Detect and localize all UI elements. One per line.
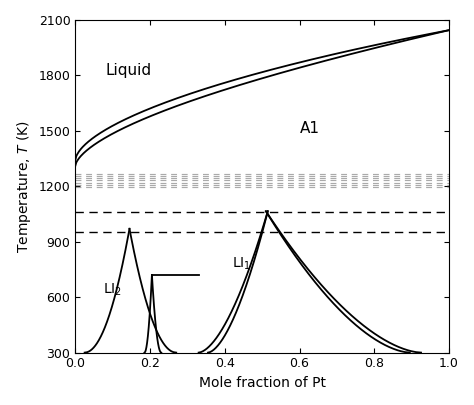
Y-axis label: Temperature, $T$ (K): Temperature, $T$ (K) — [15, 120, 33, 253]
Text: A1: A1 — [300, 121, 319, 136]
X-axis label: Mole fraction of Pt: Mole fraction of Pt — [199, 376, 326, 390]
Text: LI$_2$: LI$_2$ — [103, 281, 122, 298]
Text: LI$_1$: LI$_1$ — [232, 256, 252, 272]
Text: Liquid: Liquid — [105, 64, 151, 79]
